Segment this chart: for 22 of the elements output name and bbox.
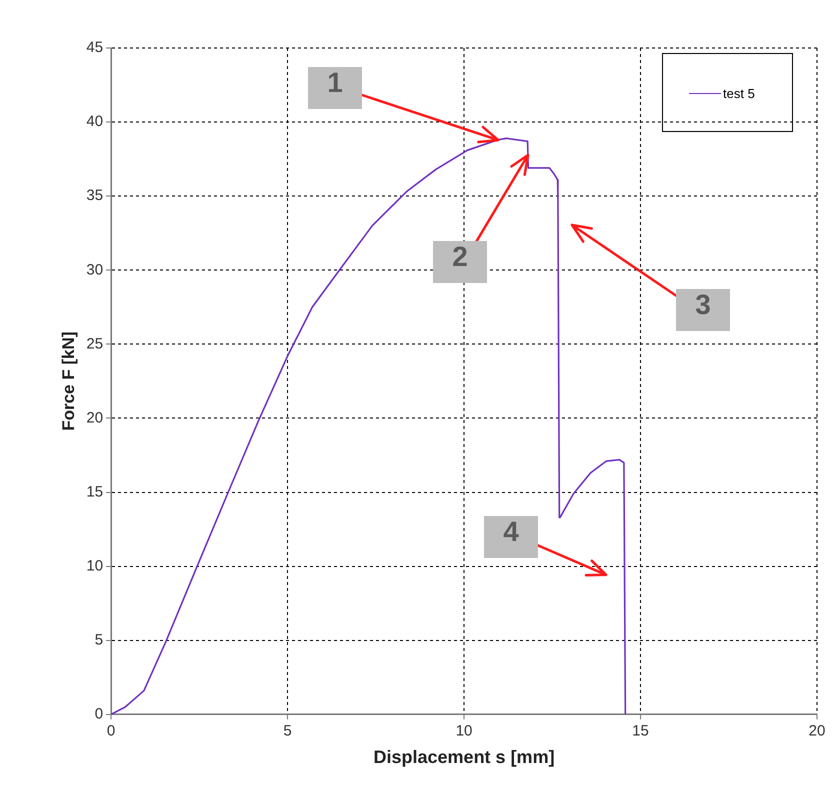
annotation: 1 bbox=[308, 67, 362, 109]
legend-label: test 5 bbox=[723, 86, 755, 100]
y-tick-label: 30 bbox=[86, 261, 104, 278]
x-tick-label: 15 bbox=[632, 722, 649, 740]
annotation: 4 bbox=[484, 516, 538, 558]
x-tick-label: 10 bbox=[456, 722, 472, 740]
y-tick-label: 35 bbox=[86, 187, 104, 204]
x-tick-label: 20 bbox=[808, 722, 826, 740]
y-axis-title: Force F [kN] bbox=[58, 332, 78, 431]
y-tick-label: 5 bbox=[94, 631, 104, 648]
y-tick-label: 25 bbox=[86, 335, 104, 352]
y-tick-label: 40 bbox=[86, 113, 104, 130]
y-tick-label: 0 bbox=[94, 706, 104, 723]
y-tick-label: 45 bbox=[86, 39, 104, 56]
x-tick-label: 5 bbox=[283, 722, 292, 740]
annotation: 2 bbox=[433, 241, 487, 283]
y-tick-label: 15 bbox=[86, 483, 104, 500]
x-tick-label: 0 bbox=[106, 722, 116, 740]
y-tick-label: 10 bbox=[86, 557, 104, 574]
y-tick-label: 20 bbox=[86, 409, 104, 426]
x-axis-title: Displacement s [mm] bbox=[374, 747, 555, 768]
annotation: 3 bbox=[676, 289, 730, 331]
